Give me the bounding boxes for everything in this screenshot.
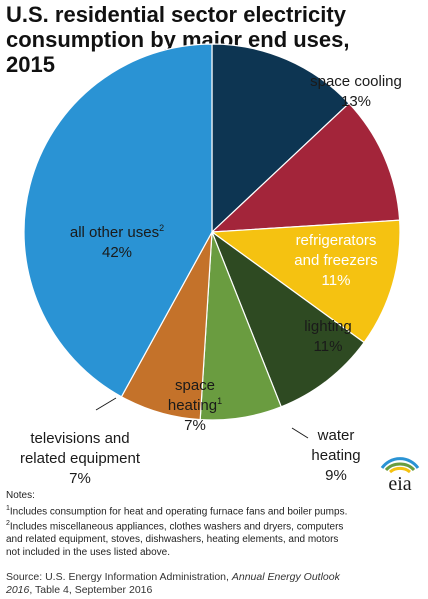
chart-title-line-1: U.S. residential sector electricity — [6, 2, 346, 27]
pie-slice-all-other — [23, 43, 213, 398]
slice-label-space-heating: space heating1 7% — [168, 377, 222, 434]
slice-label-line: heating1 — [168, 396, 222, 414]
leader-lines — [95, 397, 309, 439]
slice-label-line: refrigerators — [296, 232, 377, 249]
source-publication: Annual Energy Outlook — [231, 571, 340, 583]
slice-label-line: and freezers — [294, 252, 377, 269]
note-2-line-1: Includes miscellaneous appliances, cloth… — [9, 521, 344, 533]
slice-label-refrigerators: refrigerators and freezers 11% — [294, 232, 377, 289]
slice-label-all-other: all other uses2 42% — [70, 223, 164, 261]
notes-heading: Notes: — [6, 490, 35, 501]
slice-label-superscript: 1 — [217, 396, 222, 406]
note-1-text: Includes consumption for heat and operat… — [9, 505, 348, 517]
note-1-marker: 1 — [6, 504, 10, 512]
slice-label-line: space — [175, 377, 215, 394]
slice-value-water-heating: 9% — [325, 467, 347, 484]
pie-slice-water-heating — [210, 230, 365, 408]
source-citation: Source: U.S. Energy Information Administ… — [6, 571, 422, 597]
slice-label-lighting: lighting 11% — [304, 318, 352, 355]
logo-arc-green — [384, 462, 416, 472]
pie-slices — [23, 43, 401, 421]
slice-value-space-heating: 7% — [184, 417, 206, 434]
slice-label-space-cooling: space cooling 13% — [310, 73, 402, 110]
slice-value-televisions: 7% — [69, 470, 91, 487]
note-2-line-2: and related equipment, stoves, dishwashe… — [6, 534, 339, 546]
slice-label-superscript: 2 — [159, 223, 164, 233]
logo-text: eia — [388, 473, 411, 494]
notes: Notes: 1Includes consumption for heat an… — [6, 490, 422, 559]
slice-label-line: heating — [311, 447, 360, 464]
slice-label-line: related equipment — [20, 450, 141, 467]
logo-arc-blue — [380, 457, 420, 469]
note-1: 1Includes consumption for heat and opera… — [6, 503, 422, 519]
slice-label-line: space cooling — [310, 73, 402, 90]
slice-value-refrigerators: 11% — [322, 272, 351, 289]
slice-value-space-cooling: 13% — [341, 93, 371, 110]
slice-value-lighting: 11% — [314, 338, 343, 355]
pie-slice-space-cooling — [211, 43, 350, 234]
eia-sun-logo: eia — [380, 457, 420, 494]
slice-value-all-other: 42% — [102, 244, 132, 261]
slice-label-line: televisions and — [30, 430, 129, 447]
leader-line-water-heating — [291, 427, 309, 439]
leader-line-televisions — [95, 397, 117, 411]
pie-slice-lighting — [210, 219, 401, 344]
logo-arc-yellow — [389, 466, 411, 474]
slice-labels: space cooling 13% refrigerators and freezer… — [20, 73, 402, 487]
note-2-line-3: not included in the uses listed above. — [6, 546, 170, 558]
pie-slice-refrigerators — [210, 102, 401, 233]
source-publication-year: 2016 — [6, 584, 30, 596]
chart-title-line-3: 2015 — [6, 52, 55, 77]
slice-label-line: water — [317, 427, 355, 444]
slice-label-televisions: televisions and related equipment 7% — [20, 430, 141, 487]
slice-label-line: lighting — [304, 318, 352, 335]
slice-label-line: all other uses2 — [70, 223, 164, 241]
slice-label-water-heating: water heating 9% — [311, 427, 360, 484]
source-prefix: Source: U.S. Energy Information Administ… — [6, 571, 232, 583]
note-2: 2Includes miscellaneous appliances, clot… — [6, 518, 422, 534]
pie-chart: space cooling 13% refrigerators and freezer… — [20, 43, 402, 487]
note-2-marker: 2 — [6, 520, 10, 528]
source-suffix: , Table 4, September 2016 — [29, 584, 153, 596]
chart-title: U.S. residential sector electricity cons… — [6, 2, 426, 77]
